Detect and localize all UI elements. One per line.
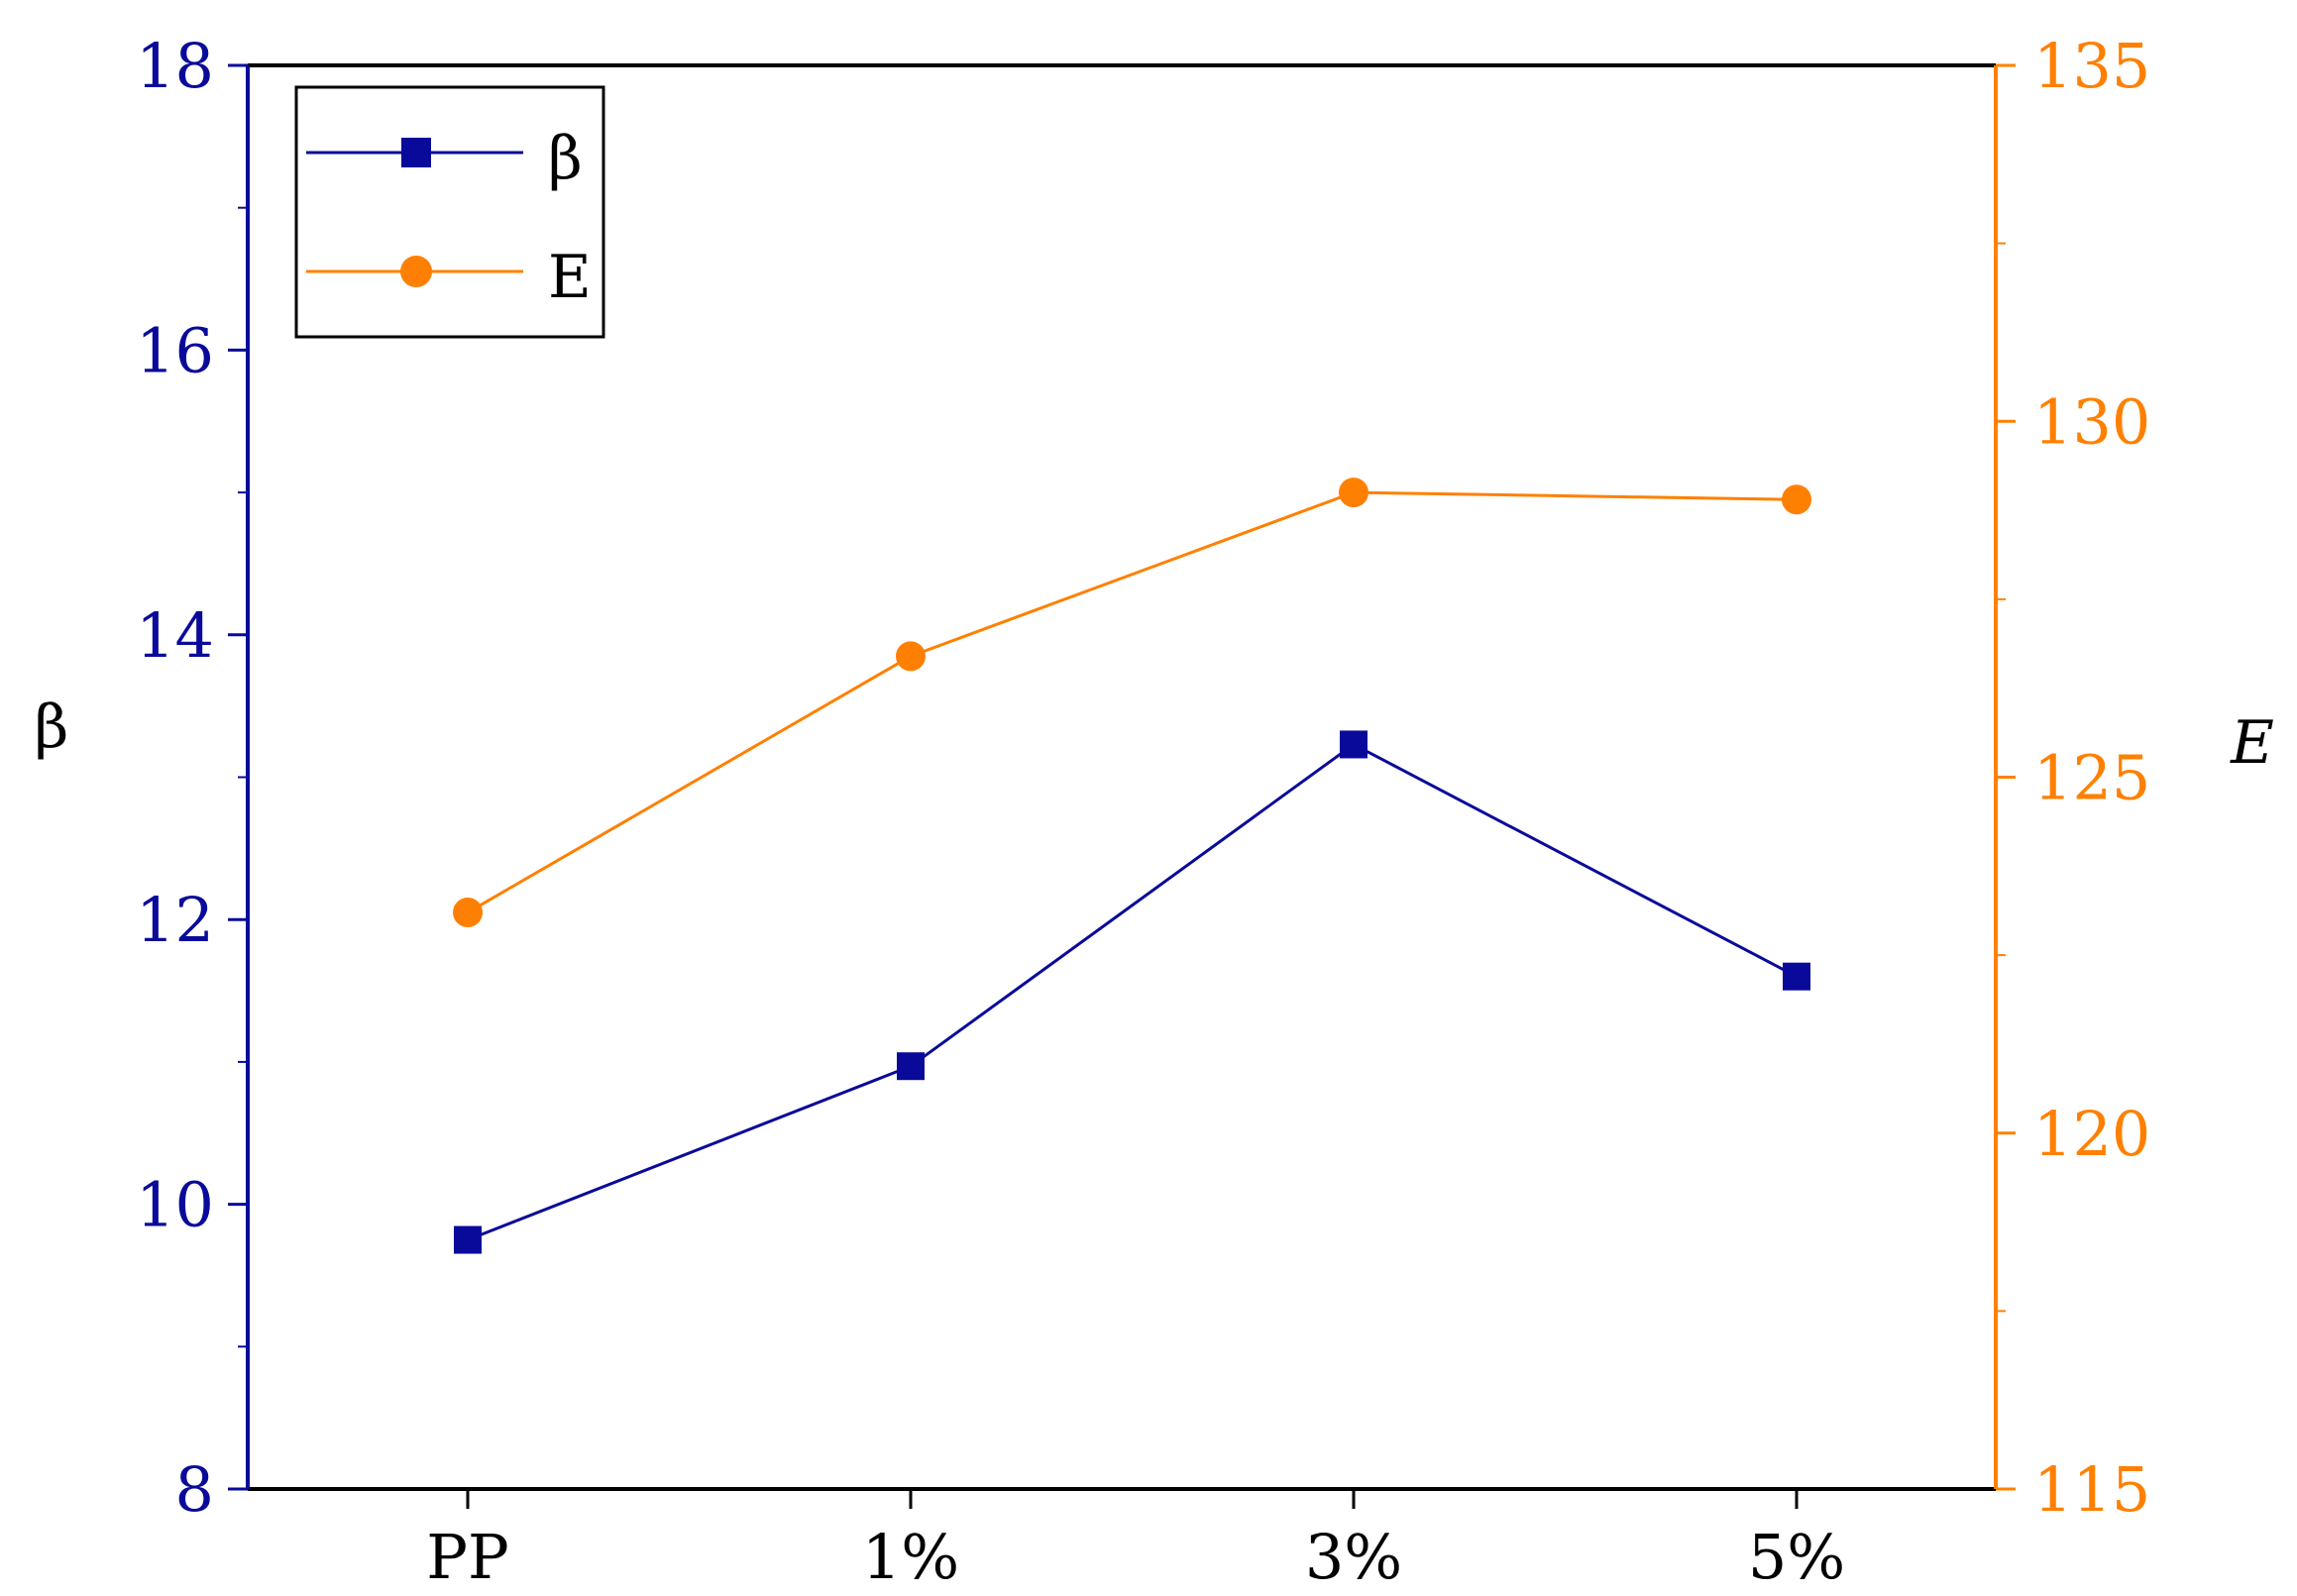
left-y-tick-label: 18 [136, 30, 214, 102]
x-tick-label: PP [426, 1521, 508, 1593]
left-y-tick-label: 8 [175, 1453, 214, 1526]
right-y-axis-label: E [2230, 708, 2274, 778]
left-y-axis-label: β [35, 692, 69, 762]
series-line-beta [467, 742, 1798, 1241]
series-line-e [467, 490, 1798, 914]
left-y-tick-label: 10 [136, 1169, 214, 1241]
data-point-beta [454, 1225, 482, 1254]
x-axis-ticks: PP 1% 3% 5% [426, 1489, 1845, 1593]
data-point-e [1782, 484, 1811, 515]
legend-box [294, 85, 605, 339]
legend-marker-e [400, 256, 432, 287]
legend-marker-beta [401, 138, 431, 167]
legend: β E [294, 85, 605, 339]
data-point-beta [897, 1052, 925, 1081]
data-point-e [896, 641, 926, 672]
x-tick-label: 3% [1305, 1521, 1402, 1593]
right-y-tick-label: 115 [2033, 1453, 2150, 1526]
right-y-tick-label: 130 [2033, 385, 2150, 458]
right-y-tick-label: 120 [2033, 1098, 2150, 1170]
data-point-e [1339, 478, 1368, 508]
data-point-e [453, 898, 483, 928]
right-y-tick-label: 135 [2033, 30, 2150, 102]
right-y-axis-ticks: 115 120 125 130 135 [1996, 30, 2150, 1526]
data-point-beta [1340, 730, 1367, 759]
left-y-tick-label: 14 [136, 599, 214, 672]
legend-label-beta: β [548, 124, 583, 193]
legend-label-e: E [548, 243, 592, 312]
left-y-tick-label: 12 [136, 884, 214, 956]
data-point-beta [1783, 962, 1810, 991]
left-y-axis-ticks: 8 10 12 14 16 18 [136, 30, 248, 1526]
x-tick-label: 5% [1748, 1521, 1845, 1593]
left-y-tick-label: 16 [136, 314, 214, 386]
x-tick-label: 1% [862, 1521, 959, 1593]
right-y-tick-label: 125 [2033, 742, 2150, 814]
series-layer [453, 478, 1811, 1254]
